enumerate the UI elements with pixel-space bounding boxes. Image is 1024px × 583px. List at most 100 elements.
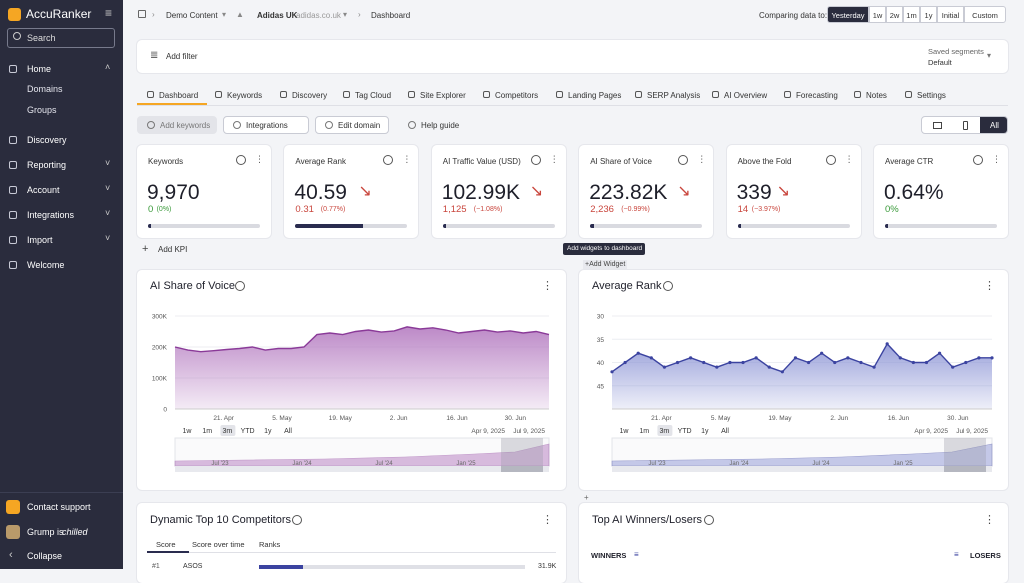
line: [611, 342, 992, 373]
nav-icon: [9, 236, 17, 244]
breadcrumb[interactable]: Demo Content: [166, 11, 218, 20]
tab[interactable]: Forecasting: [796, 91, 838, 100]
button-icon: [233, 121, 241, 129]
progress-track: [737, 224, 850, 228]
breadcrumb[interactable]: Dashboard: [371, 11, 411, 20]
help-icon: [235, 281, 245, 291]
kpi-card: Keywords ⋮ 9,970 0 (0%): [137, 145, 271, 238]
point: [859, 360, 863, 365]
widget-menu: ⋮: [984, 280, 995, 292]
toolbar-button[interactable]: Integrations: [223, 116, 309, 134]
add-kpi[interactable]: Add KPI: [158, 245, 188, 254]
x-tick-label: 21. Apr: [213, 415, 234, 422]
widget-menu: ⋮: [984, 514, 995, 526]
tab[interactable]: Discovery: [292, 91, 328, 100]
nav-item[interactable]: Discovery: [27, 135, 67, 145]
competitor-tab[interactable]: Score: [156, 540, 176, 549]
navigator-window: [501, 438, 543, 466]
kpi-menu: ⋮: [402, 154, 412, 164]
competitor-tab[interactable]: Ranks: [259, 540, 281, 549]
breadcrumb[interactable]: adidas.co.uk: [296, 11, 341, 20]
kpi-value: 339: [736, 181, 772, 204]
compare-option[interactable]: 1w: [869, 6, 886, 23]
kpi-menu: ⋮: [992, 154, 1001, 164]
toolbar-button[interactable]: Help guide: [398, 116, 459, 134]
compare-option-label: Initial: [941, 11, 960, 20]
navigator-label: Jan '25: [893, 461, 913, 467]
home-icon: [138, 10, 146, 18]
add-filter[interactable]: Add filter: [166, 52, 198, 61]
compare-option[interactable]: Yesterday: [827, 6, 869, 23]
compare-option[interactable]: 2w: [886, 6, 903, 23]
tab[interactable]: Site Explorer: [420, 91, 466, 100]
nav-subitem[interactable]: Groups: [27, 105, 57, 115]
kpi-card: Average CTR ⋮ 0.64% 0%: [874, 145, 1008, 238]
user-status: chilled: [62, 527, 88, 537]
device-all[interactable]: All: [980, 117, 1007, 133]
sidebar: AccuRanker ≡ Search Home ˄ Domains Groups Disco…: [0, 0, 123, 569]
nav-subitem[interactable]: Domains: [27, 84, 63, 94]
y-tick-label: 300K: [152, 314, 168, 321]
compare-option-label: Yesterday: [831, 11, 865, 20]
y-tick-label: 100K: [152, 376, 168, 383]
compare-option[interactable]: Custom: [964, 6, 1006, 23]
chevron: ˅: [105, 233, 111, 243]
progress-bar: [590, 224, 594, 228]
point: [872, 365, 876, 369]
tab[interactable]: Tag Cloud: [355, 91, 392, 100]
search-box[interactable]: Search: [7, 28, 115, 48]
breadcrumb[interactable]: Adidas UK: [257, 11, 298, 20]
competitor-tab-line: [147, 552, 556, 553]
y-tick-label: 30: [597, 314, 605, 321]
tab[interactable]: Landing Pages: [568, 91, 622, 100]
tab[interactable]: Keywords: [227, 91, 263, 100]
competitor-tab[interactable]: Score over time: [192, 540, 245, 549]
kpi-title: Keywords: [148, 157, 184, 166]
range-from: Apr 9, 2025: [471, 428, 505, 435]
tab[interactable]: Competitors: [495, 91, 539, 100]
segment-name[interactable]: Default: [928, 58, 952, 67]
nav-item[interactable]: Reporting: [27, 160, 67, 170]
point: [689, 356, 693, 360]
tab[interactable]: Notes: [866, 91, 887, 100]
nav-item[interactable]: Import: [27, 235, 53, 245]
nav-item[interactable]: Account: [27, 185, 60, 195]
search-label: Search: [27, 33, 56, 43]
compare-option[interactable]: 1y: [920, 6, 937, 23]
tab[interactable]: AI Overview: [724, 91, 768, 100]
nav-item[interactable]: Home: [27, 64, 52, 74]
device-all-label: All: [990, 121, 999, 130]
y-tick-label: 45: [597, 383, 605, 390]
trend-arrow: ↘: [529, 183, 544, 200]
range-button: 1y: [701, 428, 709, 435]
nav-item[interactable]: Welcome: [27, 260, 65, 270]
toolbar-button[interactable]: Edit domain: [315, 116, 389, 134]
trend-arrow: ↘: [677, 183, 691, 200]
compare-option[interactable]: 1m: [903, 6, 920, 23]
kpi-title: AI Traffic Value (USD): [442, 157, 521, 166]
range-to: Jul 9, 2025: [513, 428, 545, 435]
trend-arrow: ↘: [776, 183, 790, 200]
compare-option[interactable]: Initial: [937, 6, 964, 23]
chevron: ˄: [105, 62, 111, 72]
toolbar-button[interactable]: Add keywords: [137, 116, 217, 134]
range-to: Jul 9, 2025: [956, 428, 988, 435]
point: [911, 360, 915, 365]
point: [636, 351, 640, 355]
point: [833, 360, 837, 365]
kpi-value: 102.99K: [441, 181, 521, 204]
tab[interactable]: SERP Analysis: [647, 91, 701, 100]
tab[interactable]: Settings: [917, 91, 946, 100]
button-icon: [408, 121, 416, 129]
add-widget[interactable]: +Add Widget: [583, 260, 628, 269]
breadcrumb-sep: ▾: [343, 10, 348, 19]
progress-track: [590, 224, 703, 228]
winners-label: WINNERS: [591, 551, 627, 560]
compare-option-label: Custom: [972, 11, 998, 20]
support-link[interactable]: Contact support: [27, 502, 91, 512]
nav-item[interactable]: Integrations: [27, 210, 75, 220]
navigator-label: Jul '23: [211, 461, 229, 467]
collapse-link[interactable]: Collapse: [27, 551, 63, 561]
tab[interactable]: Dashboard: [159, 91, 199, 100]
compare-option-label: 1m: [906, 11, 917, 20]
